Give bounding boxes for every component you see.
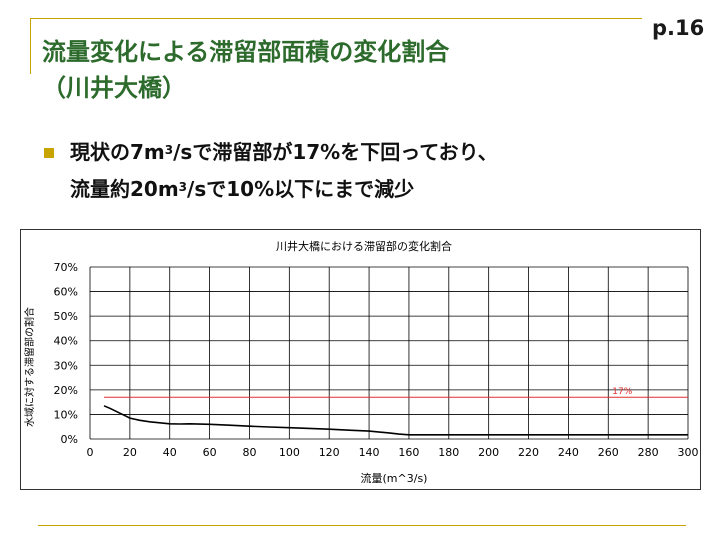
x-tick-label: 140 — [359, 446, 380, 459]
line-chart: 川井大橋における滞留部の変化割合 17% 0 20 40 60 80 100 120 140 1… — [23, 239, 699, 485]
x-axis-label: 流量(m^3/s) — [361, 471, 428, 485]
bullet-text-line-1: 現状の7m3/sで滞留部が17%を下回っており、 — [70, 134, 498, 171]
slide-title-line-2: （川井大橋） — [42, 74, 186, 102]
x-tick-label: 200 — [478, 446, 499, 459]
y-tick-label: 60% — [54, 286, 78, 299]
chart-frame: 川井大橋における滞留部の変化割合 17% 0 20 40 60 80 100 120 140 1… — [20, 229, 701, 490]
y-tick-label: 20% — [54, 384, 78, 397]
bullet-line1-pre: 現状の7m — [70, 140, 165, 164]
slide-title: 流量変化による滞留部面積の変化割合 （川井大橋） — [42, 34, 449, 106]
x-tick-label: 120 — [319, 446, 340, 459]
x-tick-label: 220 — [518, 446, 539, 459]
y-tick-label: 30% — [54, 359, 78, 372]
top-rule — [30, 18, 642, 19]
left-rule — [30, 18, 31, 74]
y-tick-label: 10% — [54, 408, 78, 421]
bullet-line1-sup: 3 — [164, 143, 174, 157]
x-tick-label: 60 — [203, 446, 217, 459]
bullet-line2-pre: 流量約20m — [70, 177, 179, 201]
y-tick-label: 0% — [61, 433, 78, 446]
y-axis-label: 水域に対する滞留部の割合 — [23, 307, 36, 427]
y-tick-label: 50% — [54, 310, 78, 323]
bullet-line1-post: /sで滞留部が17%を下回っており、 — [173, 140, 498, 164]
x-tick-label: 180 — [438, 446, 459, 459]
bullet-line2-sup: 3 — [178, 180, 188, 194]
bottom-rule — [38, 525, 686, 526]
x-tick-label: 80 — [242, 446, 256, 459]
series-layer — [103, 405, 688, 436]
reference-layer: 17% — [103, 387, 688, 398]
bullet-line2-post: /sで10%以下にまで減少 — [187, 177, 415, 201]
bullet-text: 現状の7m3/sで滞留部が17%を下回っており、 流量約20m3/sで10%以下… — [70, 134, 498, 208]
x-tick-label: 280 — [638, 446, 659, 459]
x-tick-label: 0 — [87, 446, 94, 459]
x-tick-label: 300 — [678, 446, 699, 459]
x-tick-label: 160 — [398, 446, 419, 459]
page-number: p.16 — [652, 16, 705, 40]
y-tick-label: 40% — [54, 335, 78, 348]
axis-layer: 0 20 40 60 80 100 120 140 160 180 200 220 240 260 280 3… — [54, 261, 699, 459]
slide-title-line-1: 流量変化による滞留部面積の変化割合 — [42, 38, 450, 66]
x-tick-label: 100 — [279, 446, 300, 459]
x-tick-label: 260 — [598, 446, 619, 459]
series-line — [103, 405, 688, 436]
grid-layer — [89, 266, 689, 440]
y-tick-label: 70% — [54, 261, 78, 274]
reference-line-label: 17% — [612, 387, 632, 397]
x-tick-label: 240 — [558, 446, 579, 459]
bullet-text-line-2: 流量約20m3/sで10%以下にまで減少 — [70, 171, 498, 208]
chart-title: 川井大橋における滞留部の変化割合 — [276, 239, 452, 253]
x-tick-label: 40 — [163, 446, 177, 459]
bullet-square-icon — [44, 148, 54, 158]
x-tick-label: 20 — [123, 446, 137, 459]
